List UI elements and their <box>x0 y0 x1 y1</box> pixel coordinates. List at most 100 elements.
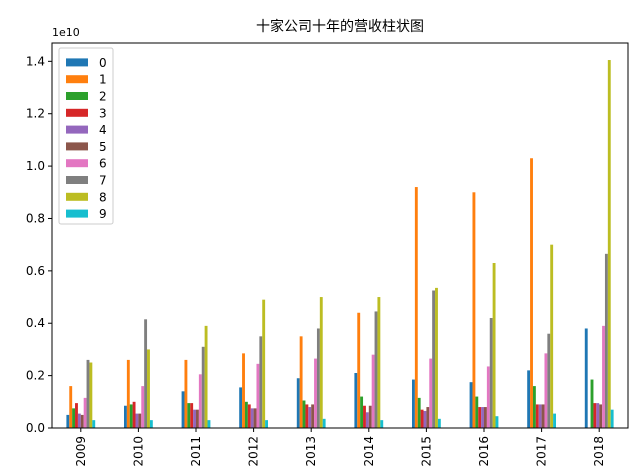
bar-2010-series-9 <box>149 420 153 428</box>
bar-2018-series-4 <box>596 403 600 428</box>
legend-swatch-1 <box>66 75 88 84</box>
legend-swatch-8 <box>66 192 88 201</box>
bar-2013-series-1 <box>299 336 303 428</box>
legend-label-2: 2 <box>99 90 107 104</box>
bar-2016-series-2 <box>475 396 479 428</box>
bar-2012-series-0 <box>239 387 243 428</box>
x-tick-label-2017: 2017 <box>535 436 549 467</box>
legend-swatch-5 <box>66 142 88 151</box>
bar-2010-series-6 <box>141 386 145 428</box>
bar-2016-series-8 <box>492 263 496 428</box>
bar-2017-series-1 <box>530 158 533 429</box>
bar-2011-series-8 <box>204 325 208 428</box>
bar-2009-series-5 <box>80 414 84 428</box>
bar-2010-series-5 <box>138 413 142 428</box>
bar-2009-series-2 <box>72 408 76 428</box>
bar-2012-series-4 <box>250 408 254 428</box>
bar-2009-series-3 <box>75 403 78 428</box>
bar-2017-series-6 <box>544 353 548 428</box>
bar-2017-series-9 <box>553 413 556 428</box>
bar-2016-series-3 <box>478 407 482 428</box>
x-tick-label-2011: 2011 <box>189 436 203 467</box>
bar-2010-series-2 <box>129 404 133 428</box>
bar-2012-series-8 <box>262 299 266 428</box>
legend-swatch-6 <box>66 159 88 168</box>
bar-2018-series-0 <box>584 328 588 428</box>
bar-2018-series-8 <box>607 60 611 429</box>
y-tick-label: 1.0 <box>26 159 45 173</box>
bar-2013-series-6 <box>314 358 317 428</box>
legend-label-4: 4 <box>99 123 107 137</box>
y-tick-label: 0.6 <box>26 264 45 278</box>
bar-2011-series-4 <box>193 409 196 428</box>
bar-2009-series-1 <box>69 386 73 428</box>
bar-2012-series-5 <box>253 408 257 428</box>
bar-2011-series-6 <box>198 374 202 428</box>
bar-2011-series-2 <box>187 403 191 428</box>
bar-2016-series-9 <box>495 416 499 428</box>
legend-swatch-0 <box>66 58 88 67</box>
legend-label-0: 0 <box>99 56 107 70</box>
bar-2009-series-0 <box>66 414 70 428</box>
bar-2011-series-9 <box>207 420 211 428</box>
bar-2016-series-4 <box>481 407 484 428</box>
y-tick-label: 1.4 <box>26 54 45 68</box>
bar-2016-series-6 <box>486 366 490 428</box>
bar-2013-series-4 <box>308 407 312 428</box>
bar-2010-series-8 <box>147 349 150 428</box>
y-tick-label: 1.2 <box>26 107 45 121</box>
legend-swatch-9 <box>66 209 88 218</box>
bar-2016-series-7 <box>489 318 493 428</box>
legend-swatch-4 <box>66 125 88 134</box>
bar-2014-series-9 <box>380 420 384 428</box>
x-tick-label-2018: 2018 <box>592 436 606 467</box>
y-tick-label: 0.0 <box>26 421 45 435</box>
bar-2016-series-1 <box>472 192 476 428</box>
bar-2009-series-9 <box>92 420 96 428</box>
legend-swatch-3 <box>66 108 88 117</box>
legend-swatch-2 <box>66 92 88 100</box>
legend-label-5: 5 <box>99 140 107 154</box>
bar-2014-series-7 <box>374 311 378 428</box>
bar-2010-series-7 <box>144 319 148 428</box>
bar-2017-series-5 <box>541 404 545 428</box>
x-tick-label-2009: 2009 <box>74 436 88 467</box>
legend-label-9: 9 <box>99 207 107 221</box>
bar-2009-series-8 <box>89 362 93 428</box>
bar-2018-series-6 <box>602 325 605 428</box>
bar-2016-series-5 <box>484 407 487 428</box>
y-tick-label: 0.8 <box>26 211 45 225</box>
bar-2014-series-3 <box>363 405 366 428</box>
bar-2010-series-0 <box>124 405 127 428</box>
bar-2011-series-0 <box>181 391 185 428</box>
x-tick-label-2014: 2014 <box>362 436 376 467</box>
bar-2015-series-8 <box>435 287 438 428</box>
bar-2017-series-0 <box>527 370 531 428</box>
bar-2015-series-4 <box>423 410 427 428</box>
bar-2017-series-2 <box>532 386 536 428</box>
bar-2011-series-5 <box>196 409 199 428</box>
bar-2018-series-9 <box>610 409 614 428</box>
y-axis-offset-label: 1e10 <box>52 26 80 39</box>
bar-2014-series-0 <box>354 373 358 428</box>
x-tick-label-2010: 2010 <box>131 436 145 467</box>
y-tick-label: 0.2 <box>26 369 45 383</box>
bar-2009-series-6 <box>83 397 87 428</box>
legend: 0 1 2 3 4 5 6 7 8 9 <box>58 47 114 225</box>
bar-2012-series-2 <box>244 401 248 428</box>
bar-2012-series-9 <box>265 420 268 428</box>
bar-2013-series-7 <box>316 328 320 428</box>
legend-swatch-7 <box>66 176 88 184</box>
legend-label-3: 3 <box>99 106 107 120</box>
bar-2013-series-3 <box>305 404 309 428</box>
bar-2011-series-1 <box>184 359 188 428</box>
bar-2015-series-1 <box>414 187 418 428</box>
bar-2015-series-0 <box>412 379 415 428</box>
bar-2012-series-3 <box>247 404 251 428</box>
bar-2010-series-4 <box>135 413 139 428</box>
bar-2013-series-2 <box>302 400 306 428</box>
x-axis-ticks: 2009 2010 2011 2012 2013 2014 2015 2016 2017 2018 <box>74 428 606 467</box>
bar-2010-series-1 <box>126 359 130 428</box>
bar-2009-series-4 <box>77 413 81 428</box>
